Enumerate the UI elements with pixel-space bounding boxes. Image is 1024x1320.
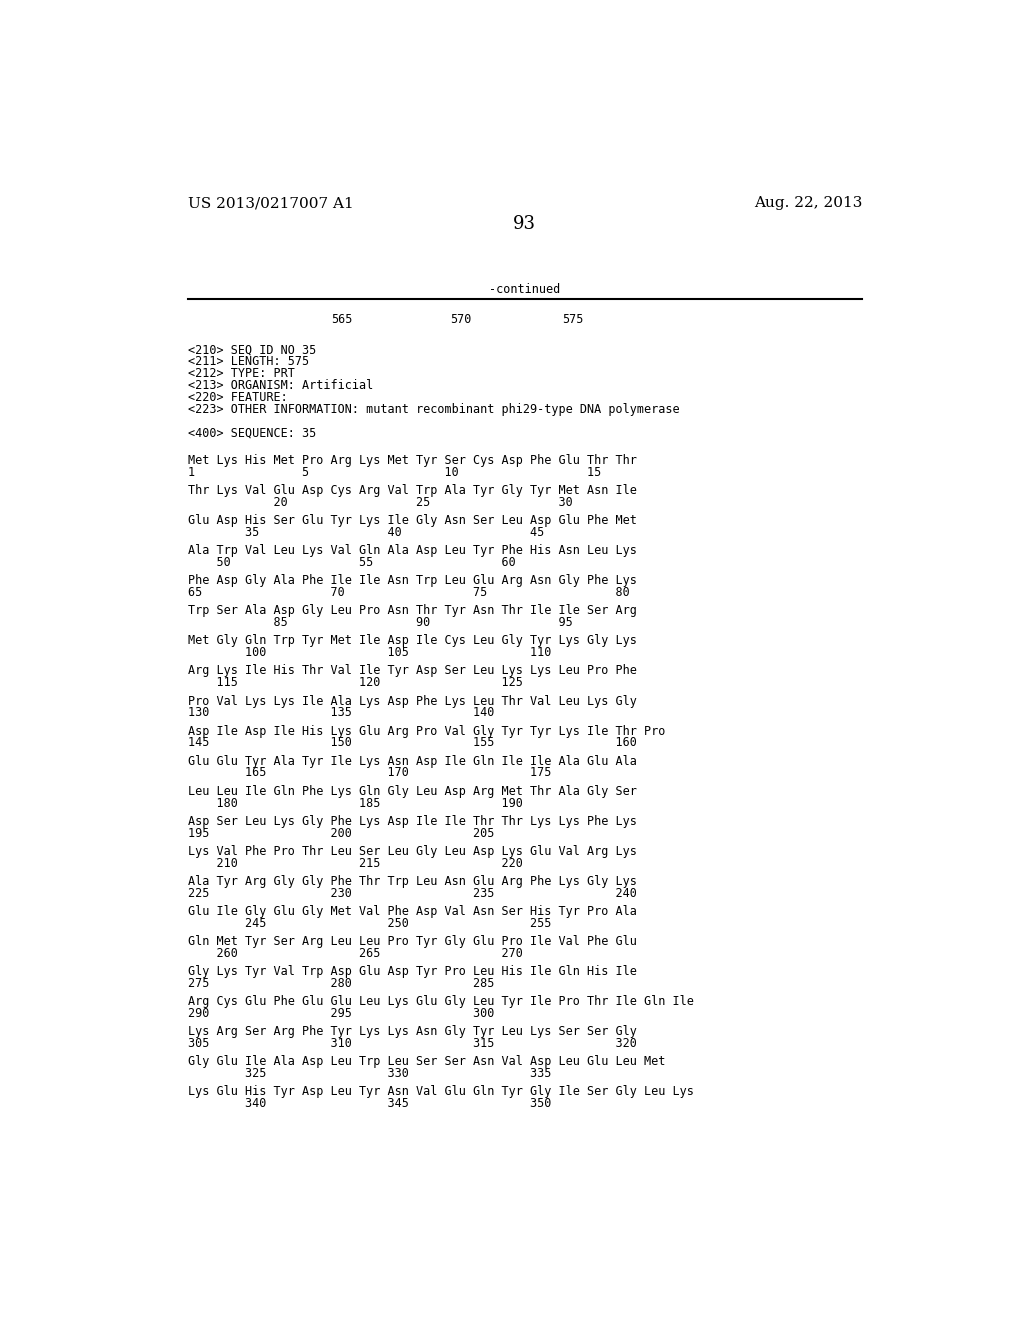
Text: Asp Ile Asp Ile His Lys Glu Arg Pro Val Gly Tyr Tyr Lys Ile Thr Pro: Asp Ile Asp Ile His Lys Glu Arg Pro Val … xyxy=(187,725,665,738)
Text: Lys Glu His Tyr Asp Leu Tyr Asn Val Glu Gln Tyr Gly Ile Ser Gly Leu Lys: Lys Glu His Tyr Asp Leu Tyr Asn Val Glu … xyxy=(187,1085,693,1098)
Text: Glu Glu Tyr Ala Tyr Ile Lys Asn Asp Ile Gln Ile Ile Ala Glu Ala: Glu Glu Tyr Ala Tyr Ile Lys Asn Asp Ile … xyxy=(187,755,636,767)
Text: 20                  25                  30: 20 25 30 xyxy=(187,496,572,510)
Text: 115                 120                 125: 115 120 125 xyxy=(187,676,522,689)
Text: Ala Tyr Arg Gly Gly Phe Thr Trp Leu Asn Glu Arg Phe Lys Gly Lys: Ala Tyr Arg Gly Gly Phe Thr Trp Leu Asn … xyxy=(187,875,636,887)
Text: Pro Val Lys Lys Ile Ala Lys Asp Phe Lys Leu Thr Val Leu Lys Gly: Pro Val Lys Lys Ile Ala Lys Asp Phe Lys … xyxy=(187,694,636,708)
Text: 145                 150                 155                 160: 145 150 155 160 xyxy=(187,737,636,750)
Text: Asp Ser Leu Lys Gly Phe Lys Asp Ile Ile Thr Thr Lys Lys Phe Lys: Asp Ser Leu Lys Gly Phe Lys Asp Ile Ile … xyxy=(187,814,636,828)
Text: Glu Asp His Ser Glu Tyr Lys Ile Gly Asn Ser Leu Asp Glu Phe Met: Glu Asp His Ser Glu Tyr Lys Ile Gly Asn … xyxy=(187,515,636,527)
Text: 93: 93 xyxy=(513,215,537,234)
Text: 225                 230                 235                 240: 225 230 235 240 xyxy=(187,887,636,900)
Text: -continued: -continued xyxy=(489,284,560,297)
Text: 340                 345                 350: 340 345 350 xyxy=(187,1097,551,1110)
Text: 165                 170                 175: 165 170 175 xyxy=(187,767,551,780)
Text: Lys Val Phe Pro Thr Leu Ser Leu Gly Leu Asp Lys Glu Val Arg Lys: Lys Val Phe Pro Thr Leu Ser Leu Gly Leu … xyxy=(187,845,636,858)
Text: Aug. 22, 2013: Aug. 22, 2013 xyxy=(754,195,862,210)
Text: <212> TYPE: PRT: <212> TYPE: PRT xyxy=(187,367,294,380)
Text: Gln Met Tyr Ser Arg Leu Leu Pro Tyr Gly Glu Pro Ile Val Phe Glu: Gln Met Tyr Ser Arg Leu Leu Pro Tyr Gly … xyxy=(187,935,636,948)
Text: 1               5                   10                  15: 1 5 10 15 xyxy=(187,466,601,479)
Text: 290                 295                 300: 290 295 300 xyxy=(187,1007,494,1020)
Text: Met Gly Gln Trp Tyr Met Ile Asp Ile Cys Leu Gly Tyr Lys Gly Lys: Met Gly Gln Trp Tyr Met Ile Asp Ile Cys … xyxy=(187,635,636,647)
Text: 130                 135                 140: 130 135 140 xyxy=(187,706,494,719)
Text: Lys Arg Ser Arg Phe Tyr Lys Lys Asn Gly Tyr Leu Lys Ser Ser Gly: Lys Arg Ser Arg Phe Tyr Lys Lys Asn Gly … xyxy=(187,1024,636,1038)
Text: Glu Ile Gly Glu Gly Met Val Phe Asp Val Asn Ser His Tyr Pro Ala: Glu Ile Gly Glu Gly Met Val Phe Asp Val … xyxy=(187,904,636,917)
Text: 85                  90                  95: 85 90 95 xyxy=(187,616,572,630)
Text: <220> FEATURE:: <220> FEATURE: xyxy=(187,391,288,404)
Text: 575: 575 xyxy=(562,313,583,326)
Text: 305                 310                 315                 320: 305 310 315 320 xyxy=(187,1036,636,1049)
Text: 260                 265                 270: 260 265 270 xyxy=(187,946,522,960)
Text: 35                  40                  45: 35 40 45 xyxy=(187,527,544,540)
Text: 195                 200                 205: 195 200 205 xyxy=(187,826,494,840)
Text: Gly Glu Ile Ala Asp Leu Trp Leu Ser Ser Asn Val Asp Leu Glu Leu Met: Gly Glu Ile Ala Asp Leu Trp Leu Ser Ser … xyxy=(187,1055,665,1068)
Text: Thr Lys Val Glu Asp Cys Arg Val Trp Ala Tyr Gly Tyr Met Asn Ile: Thr Lys Val Glu Asp Cys Arg Val Trp Ala … xyxy=(187,484,636,498)
Text: <400> SEQUENCE: 35: <400> SEQUENCE: 35 xyxy=(187,426,315,440)
Text: 180                 185                 190: 180 185 190 xyxy=(187,796,522,809)
Text: Arg Lys Ile His Thr Val Ile Tyr Asp Ser Leu Lys Lys Leu Pro Phe: Arg Lys Ile His Thr Val Ile Tyr Asp Ser … xyxy=(187,664,636,677)
Text: Leu Leu Ile Gln Phe Lys Gln Gly Leu Asp Arg Met Thr Ala Gly Ser: Leu Leu Ile Gln Phe Lys Gln Gly Leu Asp … xyxy=(187,784,636,797)
Text: 65                  70                  75                  80: 65 70 75 80 xyxy=(187,586,630,599)
Text: 245                 250                 255: 245 250 255 xyxy=(187,916,551,929)
Text: 210                 215                 220: 210 215 220 xyxy=(187,857,522,870)
Text: Met Lys His Met Pro Arg Lys Met Tyr Ser Cys Asp Phe Glu Thr Thr: Met Lys His Met Pro Arg Lys Met Tyr Ser … xyxy=(187,454,636,467)
Text: 275                 280                 285: 275 280 285 xyxy=(187,977,494,990)
Text: Arg Cys Glu Phe Glu Glu Leu Lys Glu Gly Leu Tyr Ile Pro Thr Ile Gln Ile: Arg Cys Glu Phe Glu Glu Leu Lys Glu Gly … xyxy=(187,995,693,1007)
Text: Trp Ser Ala Asp Gly Leu Pro Asn Thr Tyr Asn Thr Ile Ile Ser Arg: Trp Ser Ala Asp Gly Leu Pro Asn Thr Tyr … xyxy=(187,605,636,618)
Text: Gly Lys Tyr Val Trp Asp Glu Asp Tyr Pro Leu His Ile Gln His Ile: Gly Lys Tyr Val Trp Asp Glu Asp Tyr Pro … xyxy=(187,965,636,978)
Text: 565: 565 xyxy=(332,313,353,326)
Text: <211> LENGTH: 575: <211> LENGTH: 575 xyxy=(187,355,308,368)
Text: US 2013/0217007 A1: US 2013/0217007 A1 xyxy=(187,195,353,210)
Text: 325                 330                 335: 325 330 335 xyxy=(187,1067,551,1080)
Text: 100                 105                 110: 100 105 110 xyxy=(187,647,551,660)
Text: <210> SEQ ID NO 35: <210> SEQ ID NO 35 xyxy=(187,343,315,356)
Text: Phe Asp Gly Ala Phe Ile Ile Asn Trp Leu Glu Arg Asn Gly Phe Lys: Phe Asp Gly Ala Phe Ile Ile Asn Trp Leu … xyxy=(187,574,636,587)
Text: 570: 570 xyxy=(451,313,472,326)
Text: Ala Trp Val Leu Lys Val Gln Ala Asp Leu Tyr Phe His Asn Leu Lys: Ala Trp Val Leu Lys Val Gln Ala Asp Leu … xyxy=(187,544,636,557)
Text: 50                  55                  60: 50 55 60 xyxy=(187,556,515,569)
Text: <213> ORGANISM: Artificial: <213> ORGANISM: Artificial xyxy=(187,379,373,392)
Text: <223> OTHER INFORMATION: mutant recombinant phi29-type DNA polymerase: <223> OTHER INFORMATION: mutant recombin… xyxy=(187,403,679,416)
